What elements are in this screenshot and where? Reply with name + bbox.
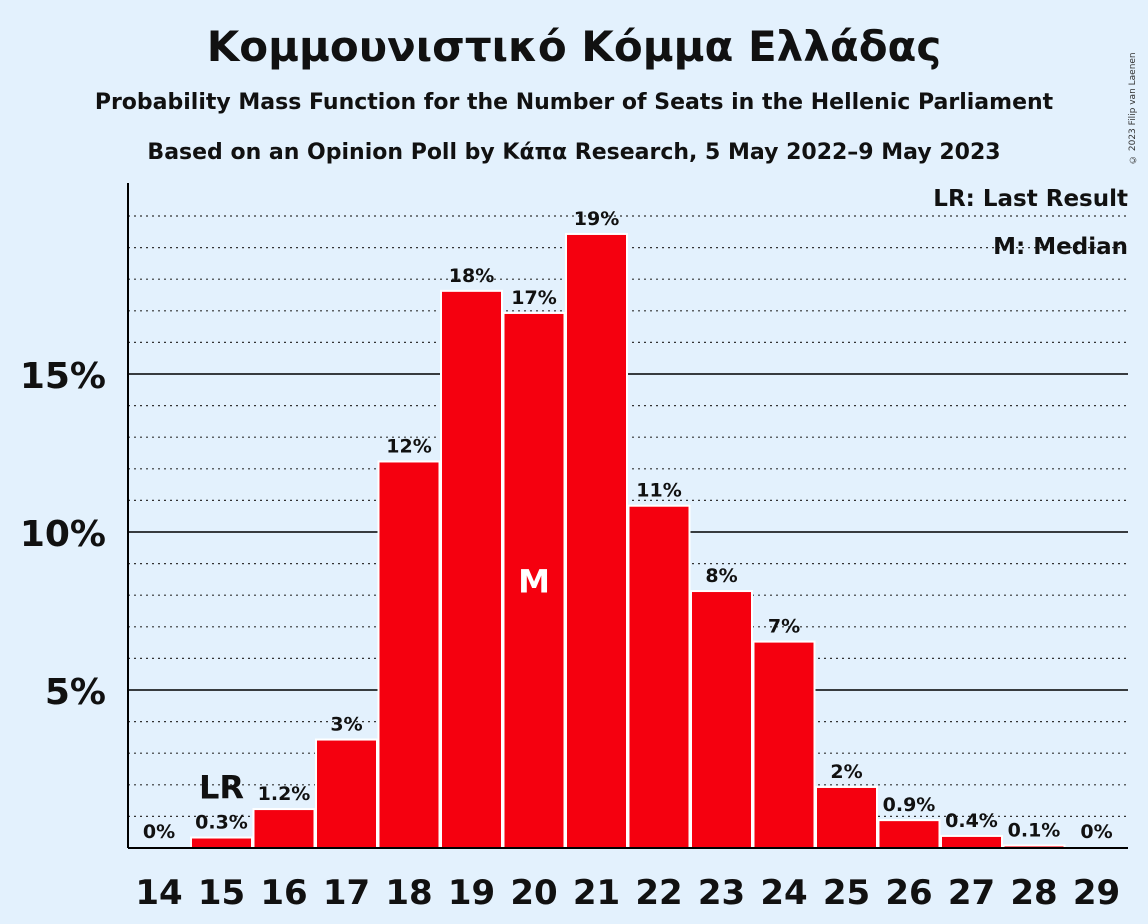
bar-outline (1002, 844, 1066, 848)
data-label: 0.4% (945, 810, 998, 832)
bar (379, 462, 439, 848)
x-tick-label: 21 (573, 873, 620, 913)
bar (629, 506, 689, 848)
bar (879, 821, 939, 848)
axes (127, 183, 1128, 849)
data-label: 0.1% (1008, 819, 1061, 841)
bar (817, 787, 876, 848)
data-label: 0.9% (883, 794, 936, 816)
bar (504, 313, 564, 849)
data-label: 11% (636, 480, 681, 502)
x-tick-label: 29 (1073, 873, 1120, 913)
data-label: 12% (386, 435, 431, 457)
legend-median: M: Median (993, 234, 1128, 260)
data-label: 2% (830, 761, 862, 783)
x-tick-label: 23 (698, 873, 745, 913)
data-label: 0.3% (195, 812, 248, 834)
bar (317, 740, 376, 848)
data-label: 7% (768, 616, 800, 638)
data-label: 19% (574, 208, 619, 230)
x-tick-label: 25 (823, 873, 870, 913)
x-tick-label: 14 (135, 873, 182, 913)
bar (754, 642, 814, 848)
data-labels: 0% 0.3% 1.2% 3% 12% 18% 17% 19% 11% 8% 7% 2% 0.9% 0.4… (143, 208, 1113, 843)
x-tick-label: 19 (448, 873, 495, 913)
x-tick-label: 26 (885, 873, 932, 913)
y-tick-labels: 5% 10% 15% (20, 356, 106, 713)
chart-subtitle: Probability Mass Function for the Number… (94, 90, 1054, 115)
bar (254, 810, 314, 848)
x-tick-label: 22 (635, 873, 682, 913)
x-tick-label: 28 (1010, 873, 1057, 913)
data-label: 1.2% (258, 783, 311, 805)
bar (942, 836, 1001, 848)
data-label: 3% (330, 714, 362, 736)
chart-subtitle-source: Based on an Opinion Poll by Κάπα Researc… (147, 140, 1001, 165)
bar (442, 291, 501, 849)
x-tick-label: 15 (198, 873, 245, 913)
bar (192, 838, 251, 848)
x-tick-label: 27 (948, 873, 995, 913)
markers: LR M (199, 563, 550, 807)
bar (692, 592, 751, 848)
x-tick-label: 17 (323, 873, 370, 913)
chart-title: Κομμουνιστικό Κόμμα Ελλάδας (206, 22, 942, 71)
y-tick-label: 10% (20, 514, 106, 555)
x-tick-label: 18 (385, 873, 432, 913)
x-tick-labels: 14 15 16 17 18 19 20 21 22 23 24 25 26 27 28 29 (135, 873, 1120, 913)
data-label: 18% (449, 265, 494, 287)
y-tick-label: 5% (45, 672, 106, 713)
data-label: 0% (1080, 821, 1112, 843)
bar (567, 234, 626, 848)
x-tick-label: 24 (760, 873, 807, 913)
data-label: 8% (705, 565, 737, 587)
last-result-marker: LR (199, 769, 244, 807)
median-marker: M (518, 563, 550, 601)
x-tick-label: 16 (260, 873, 307, 913)
data-label: 17% (511, 287, 556, 309)
legend-last-result: LR: Last Result (933, 186, 1128, 212)
x-tick-label: 20 (510, 873, 557, 913)
data-label: 0% (143, 821, 175, 843)
y-tick-label: 15% (20, 356, 106, 397)
bars (190, 232, 1066, 849)
